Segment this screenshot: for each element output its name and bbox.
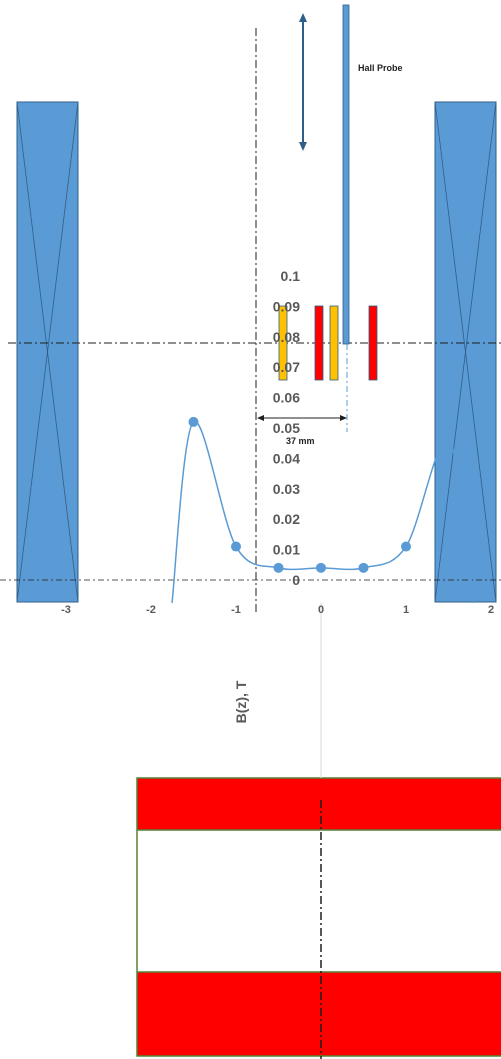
hall-probe-label: Hall Probe	[358, 63, 403, 73]
y-tick-label: 0.08	[273, 329, 300, 345]
upper-red-band	[137, 778, 501, 830]
data-point	[188, 416, 199, 427]
probe-motion-arrow	[299, 13, 307, 151]
data-point	[358, 562, 369, 573]
data-point	[231, 541, 241, 552]
fit-curve	[171, 421, 475, 604]
sample-plates	[278, 305, 378, 381]
y-tick-label: 0.09	[273, 298, 300, 314]
data-point	[401, 541, 411, 552]
y-tick-label: 0.04	[273, 450, 300, 466]
field-profile-chart: 0 0.01 0.02 0.03 0.04 0.05 0.06 0.07 0.08 0.09 0.1…	[0, 268, 501, 778]
x-tick-labels: -3 -2 -1 0 1 2	[61, 604, 494, 616]
magnet-pole-bands	[136, 777, 501, 1057]
x-tick-label: -1	[231, 604, 241, 616]
y-tick-label: 0.03	[273, 481, 300, 497]
y-axis-label: B(z), T	[233, 680, 249, 723]
x-tick-label: -3	[61, 604, 71, 616]
y-tick-label: 0.07	[273, 359, 300, 375]
distance-label: 37 mm	[286, 436, 315, 446]
hall-probe-rod	[342, 4, 350, 345]
y-tick-label: 0	[292, 572, 300, 588]
y-tick-labels: 0 0.01 0.02 0.03 0.04 0.05 0.06 0.07 0.08 0.09 0.1	[273, 268, 300, 588]
x-tick-label: 0	[318, 604, 324, 616]
y-tick-label: 0.02	[273, 511, 300, 527]
data-points	[188, 416, 454, 573]
plate-red-1	[314, 305, 324, 381]
data-point	[316, 562, 326, 573]
y-tick-label: 0.01	[273, 542, 300, 558]
distance-dimension	[257, 415, 347, 421]
lower-red-band	[137, 972, 501, 1056]
x-tick-label: 2	[488, 604, 494, 616]
data-point	[443, 435, 454, 446]
y-tick-label: 0.05	[273, 420, 300, 436]
right-coil	[434, 101, 497, 603]
plate-orange-left	[278, 305, 288, 381]
data-point	[273, 562, 284, 573]
gap-outline	[136, 777, 501, 1057]
y-tick-label: 0.1	[281, 268, 301, 284]
plate-red-2	[368, 305, 378, 381]
plate-orange-right	[329, 305, 339, 381]
left-coil	[16, 101, 79, 603]
y-tick-label: 0.06	[273, 390, 300, 406]
x-tick-label: -2	[146, 604, 156, 616]
x-tick-label: 1	[403, 604, 409, 616]
